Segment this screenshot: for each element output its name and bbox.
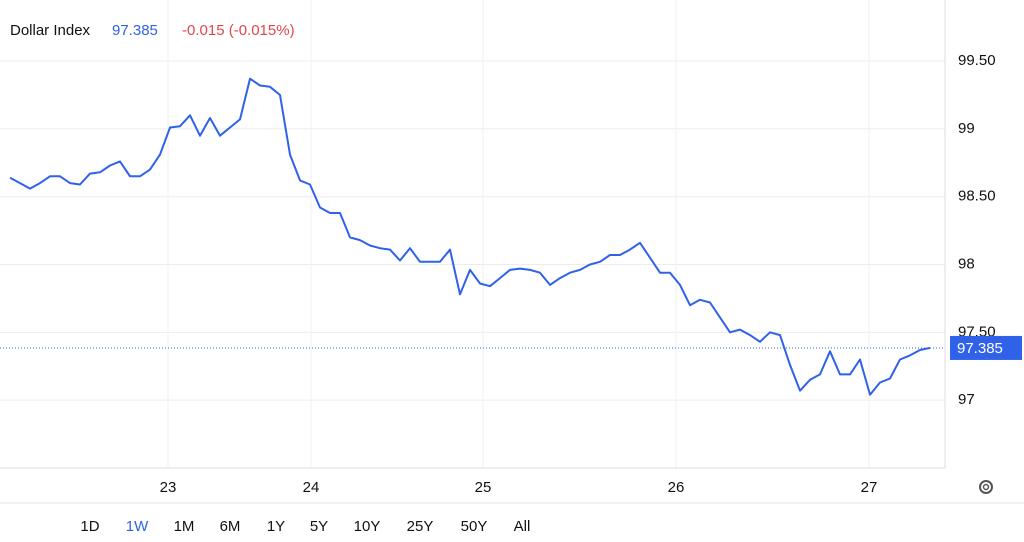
gear-hub[interactable] bbox=[982, 483, 990, 491]
y-tick-label: 99 bbox=[958, 120, 975, 137]
range-button[interactable]: 10Y bbox=[354, 518, 381, 535]
y-tick-label: 99.50 bbox=[958, 52, 996, 69]
price: 97.385 bbox=[112, 22, 158, 39]
x-tick-label: 24 bbox=[303, 479, 320, 496]
x-tick-label: 25 bbox=[475, 479, 492, 496]
y-tick-label: 97 bbox=[958, 391, 975, 408]
y-tick-label: 98 bbox=[958, 255, 975, 272]
range-button[interactable]: All bbox=[514, 518, 531, 535]
settings-icon[interactable] bbox=[979, 480, 993, 494]
range-button[interactable]: 50Y bbox=[461, 518, 488, 535]
range-button[interactable]: 1Y bbox=[267, 518, 285, 535]
line bbox=[9, 77, 931, 396]
gear[interactable] bbox=[979, 480, 993, 494]
x-tick-label: 27 bbox=[861, 479, 878, 496]
range-button[interactable]: 5Y bbox=[310, 518, 328, 535]
y-tick-label: 98.50 bbox=[958, 188, 996, 205]
last-value-label: 97.385 bbox=[957, 340, 1003, 357]
range-button[interactable]: 1D bbox=[80, 518, 99, 535]
x-tick-label: 23 bbox=[160, 479, 177, 496]
x-tick-label: 26 bbox=[668, 479, 685, 496]
range-button[interactable]: 25Y bbox=[407, 518, 434, 535]
range-button[interactable]: 1M bbox=[174, 518, 195, 535]
range-button[interactable]: 6M bbox=[220, 518, 241, 535]
last-value-tag bbox=[950, 335, 1022, 360]
chart-title: Dollar Index bbox=[10, 22, 91, 39]
change: -0.015 (-0.015%) bbox=[182, 22, 295, 39]
range-button[interactable]: 1W bbox=[126, 518, 149, 535]
